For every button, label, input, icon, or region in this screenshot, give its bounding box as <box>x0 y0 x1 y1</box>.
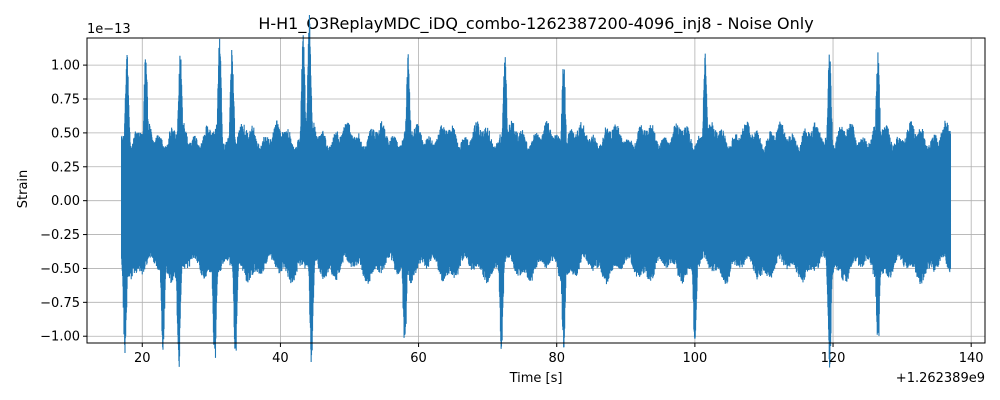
y-tick-label: 0.50 <box>51 126 80 141</box>
y-tick-label: 1.00 <box>51 59 80 74</box>
x-tick-label: 20 <box>134 351 151 366</box>
chart-title: H-H1_O3ReplayMDC_iDQ_combo-1262387200-40… <box>258 14 813 34</box>
y-tick-label: −0.75 <box>40 296 80 311</box>
x-tick-label: 40 <box>272 351 289 366</box>
x-axis-label: Time [s] <box>509 371 563 386</box>
x-tick-label: 140 <box>959 351 984 366</box>
y-tick-label: −1.00 <box>40 330 80 345</box>
y-tick-label: −0.50 <box>40 262 80 277</box>
y-axis-label: Strain <box>16 170 31 209</box>
plot-frame <box>86 37 986 344</box>
y-tick-label: 0.75 <box>51 93 80 108</box>
axes: 20 40 60 80 100 120 140 −1.00 −0.75 −0.50 −0.25 0.0… <box>40 37 986 366</box>
x-tick-label: 120 <box>821 351 846 366</box>
plot-area <box>120 14 952 368</box>
x-offset-label: +1.262389e9 <box>896 371 985 386</box>
y-tick-label: 0.00 <box>51 194 80 209</box>
x-tick-label: 100 <box>682 351 707 366</box>
y-tick-label: −0.25 <box>40 228 80 243</box>
x-tick-label: 80 <box>548 351 565 366</box>
y-tick-label: 0.25 <box>51 160 80 175</box>
x-tick-label: 60 <box>410 351 427 366</box>
y-scale-label: 1e−13 <box>87 22 131 37</box>
strain-series-line <box>120 14 952 368</box>
